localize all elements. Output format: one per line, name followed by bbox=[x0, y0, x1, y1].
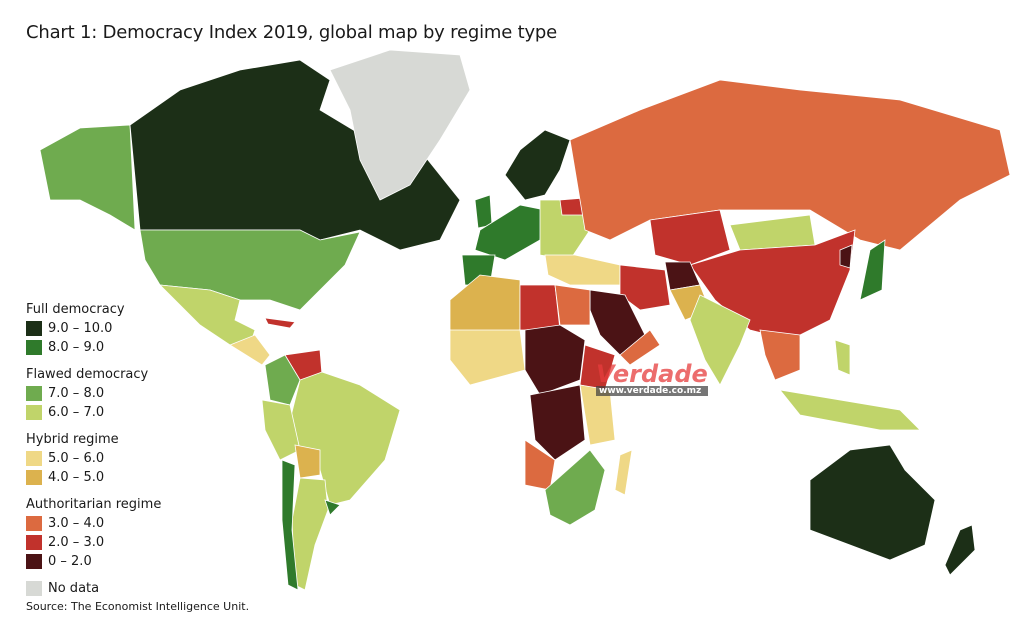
legend-group: Flawed democracy 7.0 – 8.0 6.0 – 7.0 bbox=[26, 365, 161, 422]
source-note: Source: The Economist Intelligence Unit. bbox=[26, 600, 250, 613]
legend-label: 8.0 – 9.0 bbox=[48, 340, 105, 355]
legend: Full democracy 9.0 – 10.0 8.0 – 9.0 Flawed … bbox=[26, 300, 161, 598]
region-russia bbox=[569, 79, 1011, 251]
region-uruguay bbox=[324, 499, 341, 516]
legend-item: 2.0 – 3.0 bbox=[26, 533, 161, 552]
legend-item: 8.0 – 9.0 bbox=[26, 338, 161, 357]
region-australia bbox=[809, 444, 936, 561]
region-libya bbox=[519, 284, 561, 331]
legend-swatch bbox=[26, 535, 42, 550]
region-new-zealand bbox=[944, 524, 976, 576]
region-chad-sudan bbox=[524, 324, 586, 396]
region-egypt bbox=[554, 284, 591, 326]
legend-swatch bbox=[26, 340, 42, 355]
legend-group: No data bbox=[26, 579, 161, 598]
region-sahel bbox=[449, 329, 526, 386]
legend-label: 2.0 – 3.0 bbox=[48, 535, 105, 550]
region-yemen-oman bbox=[619, 329, 661, 366]
verdade-watermark: Verdade www.verdade.co.mz bbox=[596, 362, 708, 396]
region-central-africa bbox=[529, 384, 586, 461]
legend-group: Full democracy 9.0 – 10.0 8.0 – 9.0 bbox=[26, 300, 161, 357]
region-philippines bbox=[834, 339, 851, 376]
region-argentina bbox=[291, 477, 329, 591]
legend-swatch bbox=[26, 451, 42, 466]
legend-item: 5.0 – 6.0 bbox=[26, 449, 161, 468]
region-greenland bbox=[329, 49, 471, 201]
region-central-asia bbox=[649, 209, 731, 266]
legend-swatch bbox=[26, 554, 42, 569]
legend-group-title: Authoritarian regime bbox=[26, 497, 162, 512]
legend-label: 5.0 – 6.0 bbox=[48, 451, 105, 466]
legend-label: 7.0 – 8.0 bbox=[48, 386, 105, 401]
chart-title: Chart 1: Democracy Index 2019, global ma… bbox=[26, 22, 558, 43]
region-india bbox=[689, 294, 751, 386]
legend-item: 0 – 2.0 bbox=[26, 552, 161, 571]
legend-label: No data bbox=[48, 581, 100, 596]
region-peru bbox=[261, 399, 301, 461]
legend-item: 4.0 – 5.0 bbox=[26, 468, 161, 487]
region-colombia bbox=[264, 354, 301, 406]
legend-group-title: Hybrid regime bbox=[26, 432, 119, 447]
legend-item: 6.0 – 7.0 bbox=[26, 403, 161, 422]
legend-swatch bbox=[26, 581, 42, 596]
watermark-url: www.verdade.co.mz bbox=[596, 386, 708, 396]
region-southern-africa bbox=[544, 449, 606, 526]
legend-group: Authoritarian regime 3.0 – 4.0 2.0 – 3.0 0 … bbox=[26, 495, 161, 571]
legend-label: 3.0 – 4.0 bbox=[48, 516, 105, 531]
legend-group-title: Flawed democracy bbox=[26, 367, 149, 382]
legend-label: 4.0 – 5.0 bbox=[48, 470, 105, 485]
legend-group-title: Full democracy bbox=[26, 302, 125, 317]
legend-swatch bbox=[26, 516, 42, 531]
watermark-logo: Verdade bbox=[596, 360, 708, 388]
region-cuba bbox=[264, 317, 296, 329]
region-central-america bbox=[229, 334, 271, 366]
region-iran bbox=[619, 264, 671, 311]
region-north-korea bbox=[839, 244, 853, 269]
legend-group: Hybrid regime 5.0 – 6.0 4.0 – 5.0 bbox=[26, 430, 161, 487]
legend-swatch bbox=[26, 386, 42, 401]
legend-label: 6.0 – 7.0 bbox=[48, 405, 105, 420]
region-balkans-turkey bbox=[544, 254, 621, 286]
region-chile bbox=[281, 459, 299, 591]
region-uk bbox=[474, 194, 493, 229]
legend-item: 7.0 – 8.0 bbox=[26, 384, 161, 403]
region-southeast-asia bbox=[759, 329, 801, 381]
region-mongolia bbox=[729, 214, 816, 251]
legend-swatch bbox=[26, 405, 42, 420]
region-nordics bbox=[504, 129, 571, 201]
legend-label: 9.0 – 10.0 bbox=[48, 321, 113, 336]
legend-swatch bbox=[26, 321, 42, 336]
legend-item: 3.0 – 4.0 bbox=[26, 514, 161, 533]
region-japan bbox=[859, 239, 886, 301]
legend-swatch bbox=[26, 470, 42, 485]
legend-label: 0 – 2.0 bbox=[48, 554, 92, 569]
region-bolivia bbox=[294, 444, 321, 479]
region-indonesia bbox=[779, 389, 921, 431]
legend-item: No data bbox=[26, 579, 161, 598]
region-alaska bbox=[39, 124, 136, 231]
legend-item: 9.0 – 10.0 bbox=[26, 319, 161, 338]
region-madagascar bbox=[614, 449, 633, 496]
